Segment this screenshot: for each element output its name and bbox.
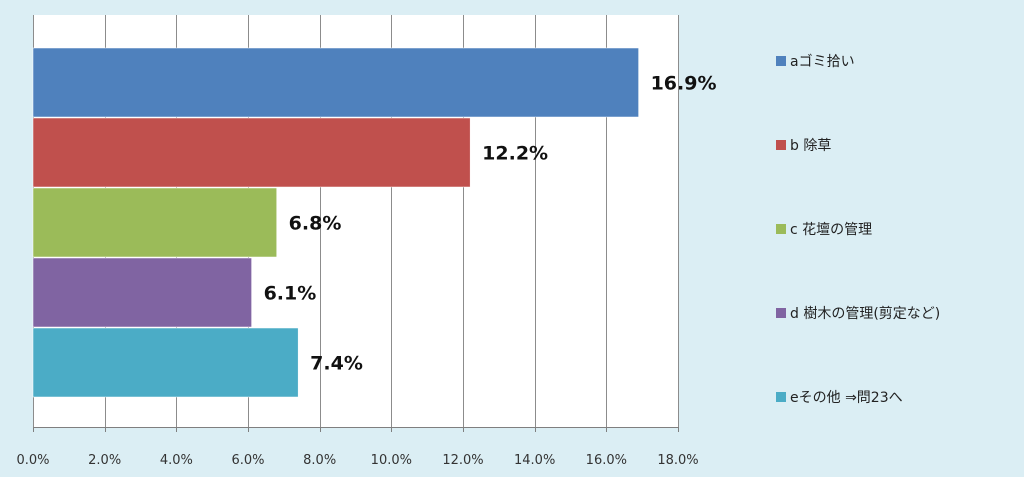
x-tick-label-0: 0.0% xyxy=(16,453,49,468)
x-tick-label-2: 4.0% xyxy=(160,453,193,468)
legend-swatch-d xyxy=(776,308,786,318)
bar-c xyxy=(32,187,277,258)
data-label-c: 6.8% xyxy=(289,213,342,235)
legend-swatch-b xyxy=(776,140,786,150)
x-tick-label-6: 12.0% xyxy=(442,453,483,468)
x-axis: 0.0% 2.0% 4.0% 6.0% 8.0% 10.0% 12.0% 14.0% 16.0%… xyxy=(16,427,699,468)
bar-e xyxy=(32,327,299,398)
x-tick-label-1: 2.0% xyxy=(88,453,121,468)
legend-label-e: eその他 ⇒問23へ xyxy=(790,390,903,406)
legend-swatch-e xyxy=(776,392,786,402)
legend: aゴミ拾い b 除草 c 花壇の管理 d 樹木の管理(剪定など) eその他 ⇒問23へ xyxy=(776,53,940,406)
legend-label-b: b 除草 xyxy=(790,138,831,154)
bar-a xyxy=(32,47,639,118)
data-labels: 16.9% 12.2% 6.8% 6.1% 7.4% xyxy=(264,73,717,375)
data-label-e: 7.4% xyxy=(310,353,363,375)
legend-swatch-a xyxy=(776,56,786,66)
legend-label-a: aゴミ拾い xyxy=(790,53,855,70)
x-tick-label-7: 14.0% xyxy=(514,453,555,468)
bar-b xyxy=(32,117,471,188)
legend-label-d: d 樹木の管理(剪定など) xyxy=(790,306,940,322)
legend-swatch-c xyxy=(776,224,786,234)
data-label-d: 6.1% xyxy=(264,283,317,305)
legend-label-c: c 花壇の管理 xyxy=(790,221,872,238)
data-label-b: 12.2% xyxy=(482,143,548,165)
bars xyxy=(32,47,639,398)
x-tick-label-3: 6.0% xyxy=(231,453,264,468)
x-tick-label-4: 8.0% xyxy=(303,453,336,468)
x-tick-label-5: 10.0% xyxy=(371,453,412,468)
bar-d xyxy=(32,257,252,328)
x-tick-label-9: 18.0% xyxy=(657,453,698,468)
x-tick-label-8: 16.0% xyxy=(586,453,627,468)
data-label-a: 16.9% xyxy=(651,73,717,95)
